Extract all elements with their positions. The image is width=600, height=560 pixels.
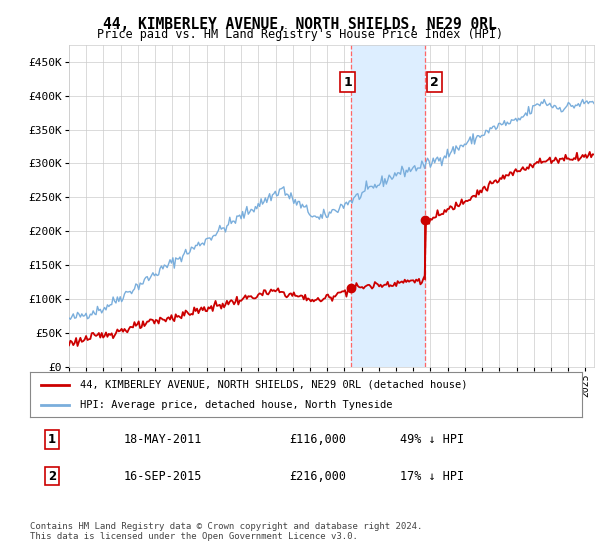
Text: 18-MAY-2011: 18-MAY-2011 — [124, 433, 202, 446]
Text: 1: 1 — [343, 76, 352, 88]
Text: 1: 1 — [48, 433, 56, 446]
Text: £216,000: £216,000 — [289, 469, 346, 483]
Text: £116,000: £116,000 — [289, 433, 346, 446]
Text: 2: 2 — [430, 76, 439, 88]
Text: 44, KIMBERLEY AVENUE, NORTH SHIELDS, NE29 0RL: 44, KIMBERLEY AVENUE, NORTH SHIELDS, NE2… — [103, 17, 497, 32]
Text: 49% ↓ HPI: 49% ↓ HPI — [400, 433, 464, 446]
Bar — [351, 45, 425, 367]
Text: HPI: Average price, detached house, North Tyneside: HPI: Average price, detached house, Nort… — [80, 400, 392, 410]
Text: Price paid vs. HM Land Registry's House Price Index (HPI): Price paid vs. HM Land Registry's House … — [97, 28, 503, 41]
Text: 44, KIMBERLEY AVENUE, NORTH SHIELDS, NE29 0RL (detached house): 44, KIMBERLEY AVENUE, NORTH SHIELDS, NE2… — [80, 380, 467, 390]
Text: 16-SEP-2015: 16-SEP-2015 — [124, 469, 202, 483]
Text: 2: 2 — [48, 469, 56, 483]
Text: Contains HM Land Registry data © Crown copyright and database right 2024.
This d: Contains HM Land Registry data © Crown c… — [30, 522, 422, 542]
Text: 17% ↓ HPI: 17% ↓ HPI — [400, 469, 464, 483]
